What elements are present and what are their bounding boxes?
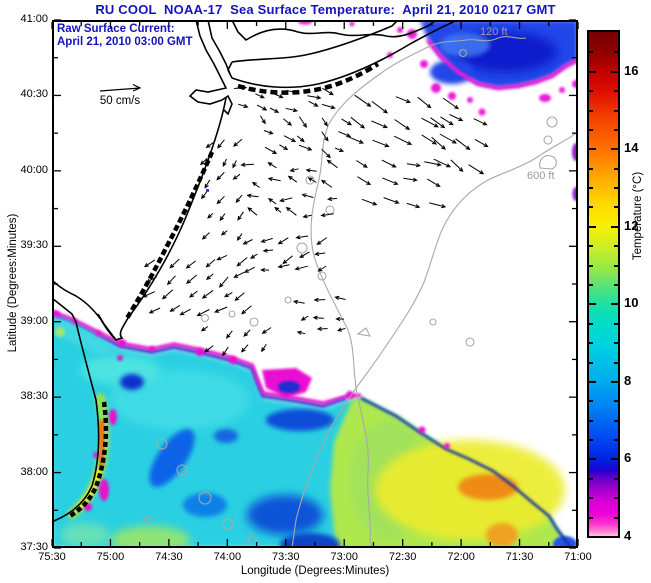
colorbar-tick-label: 6 (624, 450, 632, 466)
depth-label-120ft: 120 ft (480, 26, 508, 38)
colorbar-tick (589, 70, 596, 73)
current-scale-arrow (99, 83, 142, 92)
axis-ticks (51, 19, 579, 549)
colorbar-tick (614, 439, 618, 442)
y-axis-label: Latitude (Degrees:Minutes) (7, 213, 19, 353)
colorbar-tick (611, 303, 618, 306)
colorbar-tick (614, 322, 618, 325)
colorbar-tick (589, 458, 596, 461)
plot-border (52, 20, 578, 548)
y-tick-label: 38:30 (20, 390, 48, 403)
y-tick-label: 40:30 (20, 88, 48, 101)
colorbar-tick (589, 225, 596, 228)
colorbar-tick (589, 51, 593, 54)
colorbar-tick-label: 16 (624, 62, 639, 78)
colorbar-tick (589, 342, 593, 345)
colorbar-tick-label: 8 (624, 372, 632, 388)
colorbar-tick (614, 284, 618, 286)
colorbar-tick (614, 128, 618, 131)
annotation-line2: April 21, 2010 03:00 GMT (57, 36, 193, 48)
x-tick-label: 73:00 (330, 551, 358, 563)
colorbar-tick (589, 167, 593, 170)
depth-label-600ft: 600 ft (527, 170, 555, 182)
coastline-layer (54, 22, 456, 522)
colorbar-tick (611, 225, 618, 228)
colorbar-tick (589, 206, 593, 209)
colorbar-tick (589, 322, 593, 325)
colorbar-tick (589, 187, 593, 190)
x-axis-label: Longitude (Degrees:Minutes) (240, 565, 390, 577)
figure-title: RU COOL NOAA-17 Sea Surface Temperature:… (95, 2, 556, 17)
bathymetry-contours (143, 36, 576, 546)
sst-layer (54, 22, 576, 546)
x-tick-label: 72:30 (388, 551, 417, 563)
colorbar-tick (614, 342, 618, 345)
colorbar-tick (614, 187, 618, 190)
y-tick-label: 41:00 (20, 13, 48, 25)
colorbar-tick-label: 10 (624, 295, 639, 311)
colorbar-tick (589, 264, 593, 267)
colorbar-tick (614, 90, 618, 93)
colorbar-tick (614, 206, 618, 209)
colorbar-tick (611, 458, 618, 461)
current-scale-label: 50 cm/s (99, 95, 141, 107)
colorbar-tick (614, 51, 618, 54)
colorbar-tick (614, 245, 618, 248)
y-tick-label: 40:00 (20, 163, 48, 176)
colorbar-tick (614, 167, 618, 170)
colorbar-tick (589, 148, 596, 151)
colorbar-tick (589, 128, 593, 131)
y-tick-label: 39:00 (20, 314, 48, 327)
colorbar-tick (614, 400, 618, 403)
colorbar-tick (614, 419, 618, 422)
colorbar-tick (589, 516, 593, 519)
x-tick-label: 75:00 (96, 551, 125, 563)
x-tick-label: 74:00 (213, 551, 242, 563)
colorbar-tick (614, 477, 618, 480)
colorbar (587, 30, 620, 538)
colorbar-tick (589, 109, 593, 112)
colorbar-tick (589, 90, 593, 93)
colorbar-tick (589, 361, 593, 364)
y-tick-label: 38:00 (20, 465, 48, 478)
colorbar-tick (611, 148, 618, 151)
colorbar-tick (589, 400, 593, 403)
x-tick-label: 71:30 (505, 551, 534, 563)
colorbar-tick (611, 70, 618, 73)
colorbar-tick (589, 380, 596, 383)
colorbar-tick (589, 477, 593, 480)
colorbar-tick (614, 264, 618, 267)
x-tick-label: 73:30 (272, 551, 300, 563)
annotation-line1: Raw Surface Current: (57, 23, 175, 35)
colorbar-tick (611, 380, 618, 383)
current-vector-field (142, 85, 489, 357)
colorbar-tick (614, 109, 618, 112)
x-tick-label: 72:00 (447, 551, 475, 563)
y-tick-label: 39:30 (20, 239, 48, 252)
colorbar-tick (614, 516, 618, 519)
colorbar-tick (589, 497, 593, 500)
colorbar-tick (614, 361, 618, 364)
colorbar-tick-label: 4 (624, 528, 632, 543)
current-annotation: Raw Surface Current: April 21, 2010 03:0… (57, 23, 193, 49)
colorbar-tick (589, 303, 596, 306)
colorbar-tick (589, 419, 593, 422)
x-tick-label: 74:30 (155, 551, 183, 563)
colorbar-tick (589, 284, 593, 286)
colorbar-tick (589, 245, 593, 248)
colorbar-tick (589, 439, 593, 442)
x-tick-label: 75:30 (38, 551, 66, 563)
colorbar-tick-label: 12 (624, 217, 639, 233)
colorbar-tick (614, 497, 618, 500)
y-tick-label: 37:30 (20, 541, 48, 553)
colorbar-tick-label: 14 (624, 140, 639, 156)
x-tick-label: 71:00 (564, 551, 592, 563)
colorbar-label: Temperature (°C) (632, 171, 644, 261)
